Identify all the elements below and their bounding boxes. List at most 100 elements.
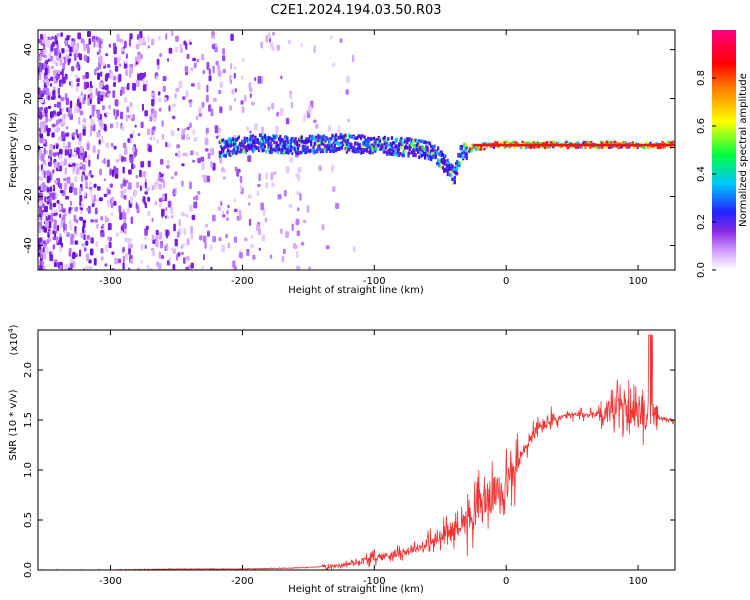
heatmap-cell bbox=[342, 142, 345, 147]
heatmap-cell bbox=[482, 147, 485, 151]
heatmap-cell bbox=[46, 200, 49, 205]
heatmap-cell bbox=[96, 131, 101, 138]
heatmap-cell bbox=[92, 108, 95, 117]
heatmap-cell bbox=[389, 151, 392, 156]
heatmap-cell bbox=[128, 38, 131, 47]
heatmap-cell bbox=[54, 35, 57, 41]
heatmap-cell bbox=[247, 250, 250, 257]
heatmap-cell bbox=[241, 148, 244, 153]
heatmap-cell bbox=[265, 35, 268, 43]
heatmap-cell bbox=[176, 144, 181, 149]
heatmap-cell bbox=[55, 144, 59, 150]
heatmap-cell bbox=[622, 140, 625, 144]
heatmap-cell bbox=[224, 142, 227, 146]
heatmap-cell bbox=[247, 155, 252, 162]
heatmap-cell bbox=[473, 146, 477, 149]
heatmap-cell bbox=[145, 225, 149, 230]
heatmap-cell bbox=[335, 133, 338, 137]
heatmap-cell bbox=[374, 147, 377, 151]
heatmap-cell bbox=[251, 142, 255, 147]
heatmap-cell bbox=[96, 154, 99, 160]
heatmap-cell bbox=[122, 142, 127, 149]
heatmap-cell bbox=[115, 232, 119, 237]
heatmap-cell bbox=[343, 140, 346, 145]
heatmap-cell bbox=[284, 140, 287, 144]
heatmap-cell bbox=[419, 147, 422, 152]
heatmap-cell bbox=[300, 150, 303, 154]
heatmap-cell bbox=[297, 166, 302, 173]
heatmap-cell bbox=[149, 136, 152, 141]
heatmap-cell bbox=[349, 135, 352, 139]
heatmap-cell bbox=[422, 147, 425, 151]
heatmap-cell bbox=[235, 151, 238, 155]
heatmap-cell bbox=[44, 112, 48, 117]
heatmap-cell bbox=[356, 147, 359, 151]
heatmap-cell bbox=[597, 146, 600, 150]
heatmap-cell bbox=[358, 142, 361, 147]
heatmap-cell bbox=[354, 147, 357, 151]
heatmap-cell bbox=[55, 62, 59, 67]
heatmap-cell bbox=[151, 234, 155, 241]
heatmap-cell bbox=[378, 139, 382, 143]
heatmap-cell bbox=[60, 32, 63, 37]
heatmap-cell bbox=[305, 137, 308, 141]
heatmap-cell bbox=[418, 139, 421, 143]
heatmap-cell bbox=[459, 154, 462, 158]
heatmap-cell bbox=[419, 145, 422, 150]
heatmap-cell bbox=[335, 202, 340, 209]
heatmap-cell bbox=[140, 54, 143, 60]
heatmap-cell bbox=[280, 148, 283, 152]
heatmap-cell bbox=[294, 137, 297, 141]
heatmap-cell bbox=[386, 150, 389, 155]
heatmap-cell bbox=[101, 62, 106, 67]
heatmap-cell bbox=[431, 148, 434, 153]
heatmap-cell bbox=[565, 140, 568, 144]
heatmap-cell bbox=[262, 141, 265, 145]
heatmap-cell bbox=[39, 176, 43, 182]
heatmap-cell bbox=[300, 140, 303, 144]
heatmap-cell bbox=[114, 65, 119, 72]
heatmap-cell bbox=[261, 234, 266, 242]
heatmap-cell bbox=[297, 146, 300, 151]
heatmap-cell bbox=[257, 148, 261, 153]
heatmap-cell bbox=[276, 143, 279, 148]
spectrogram-x-label: Height of straight line (km) bbox=[288, 285, 424, 296]
heatmap-cell bbox=[500, 141, 503, 145]
heatmap-cell bbox=[333, 143, 336, 147]
heatmap-cell bbox=[337, 142, 340, 146]
heatmap-cell bbox=[78, 154, 81, 159]
heatmap-cell bbox=[419, 151, 422, 155]
heatmap-cell bbox=[609, 146, 612, 149]
heatmap-cell bbox=[339, 143, 342, 147]
heatmap-cell bbox=[108, 241, 112, 249]
heatmap-cell bbox=[261, 144, 264, 148]
heatmap-cell bbox=[234, 97, 237, 102]
heatmap-cell bbox=[63, 56, 66, 60]
heatmap-cell bbox=[66, 232, 70, 237]
heatmap-cell bbox=[79, 146, 84, 153]
heatmap-cell bbox=[256, 223, 260, 232]
heatmap-cell bbox=[99, 197, 103, 202]
heatmap-cell bbox=[99, 168, 102, 176]
heatmap-cell bbox=[319, 148, 322, 152]
y-tick-label: 0.0 bbox=[23, 562, 34, 578]
heatmap-cell bbox=[233, 72, 236, 79]
heatmap-cell bbox=[120, 183, 124, 189]
heatmap-cell bbox=[293, 243, 297, 249]
heatmap-cell bbox=[371, 147, 374, 151]
heatmap-cell bbox=[444, 159, 447, 163]
heatmap-cell bbox=[57, 87, 60, 95]
heatmap-cell bbox=[146, 128, 151, 136]
heatmap-cell bbox=[38, 127, 42, 133]
heatmap-cell bbox=[43, 226, 48, 233]
heatmap-cell bbox=[224, 154, 227, 158]
heatmap-cell bbox=[415, 144, 418, 148]
x-tick-label: 100 bbox=[629, 276, 648, 287]
heatmap-cell bbox=[130, 216, 134, 225]
heatmap-cell bbox=[103, 193, 108, 198]
heatmap-cell bbox=[229, 150, 232, 154]
x-tick-label: 100 bbox=[629, 576, 648, 587]
heatmap-cell bbox=[41, 261, 45, 266]
heatmap-cell bbox=[83, 55, 88, 62]
heatmap-cell bbox=[357, 149, 360, 154]
